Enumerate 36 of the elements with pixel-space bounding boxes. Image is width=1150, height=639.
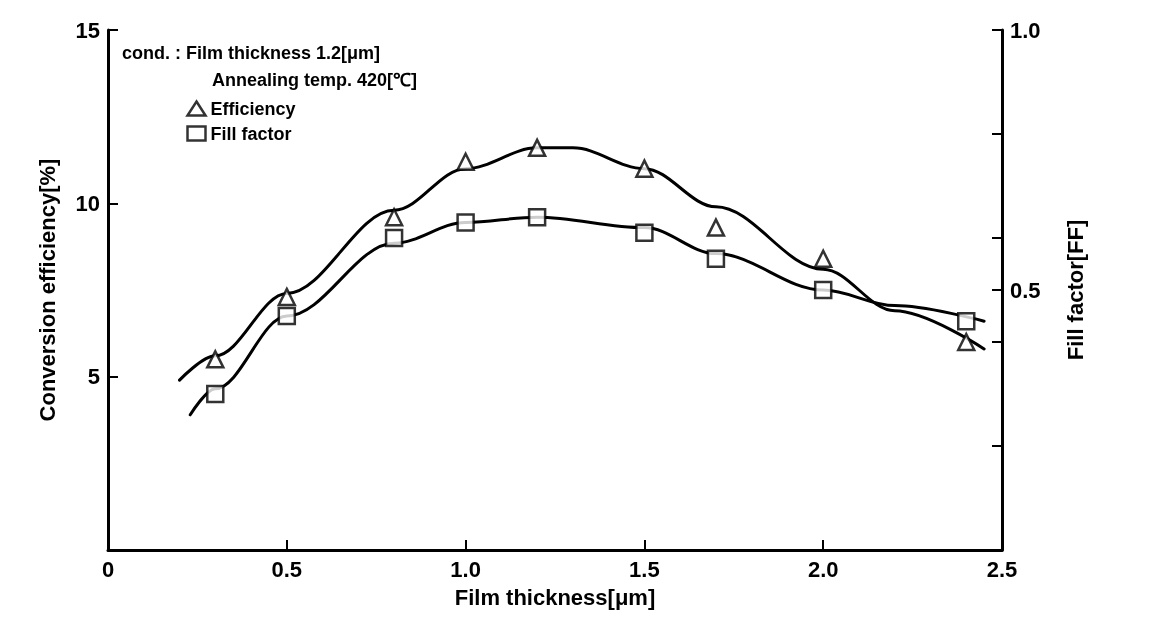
point [813, 280, 833, 300]
legend-label: Fill factor [210, 123, 292, 144]
point [277, 287, 297, 307]
legend-label: Efficiency [210, 98, 296, 119]
point [384, 207, 404, 227]
point [635, 223, 654, 243]
point [956, 311, 976, 331]
y-tick-label: 5 [87, 364, 100, 390]
x-axis-title: Film thickness[μm] [454, 584, 656, 610]
point [527, 207, 547, 227]
x-tick-label: 0 [101, 556, 115, 582]
x-tick-label: 2.5 [986, 556, 1018, 582]
point [206, 350, 225, 369]
point [456, 213, 475, 232]
point [635, 159, 654, 178]
point [706, 218, 726, 237]
y-tick-label: 15 [75, 17, 100, 43]
y-axis-title: Conversion efficiency[%] [34, 158, 60, 422]
point [956, 332, 976, 352]
x-tick-label: 1.5 [629, 556, 660, 582]
y2-tick-label: 1.0 [1010, 17, 1041, 43]
annotation: cond. : Film thickness 1.2[μm] [122, 43, 381, 63]
y2-tick-label: 0.5 [1010, 277, 1041, 303]
x-tick-label: 0.5 [271, 556, 303, 582]
point [384, 228, 404, 248]
point [813, 249, 833, 269]
x-tick-label: 1.0 [450, 556, 481, 582]
point [456, 152, 475, 171]
annotation: Annealing temp. 420[℃] [212, 70, 418, 90]
y-tick-label: 10 [75, 190, 100, 216]
point [706, 249, 726, 269]
x-tick-label: 2.0 [807, 556, 839, 582]
y2-axis-title: Fill factor[FF] [1062, 219, 1088, 361]
point [277, 306, 297, 326]
point [206, 384, 225, 404]
point [527, 138, 547, 158]
